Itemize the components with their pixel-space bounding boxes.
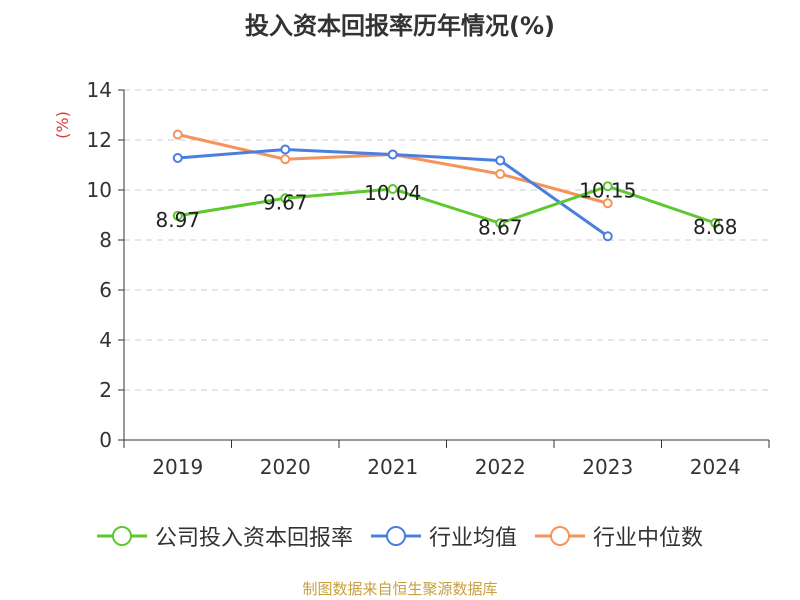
data-point xyxy=(495,155,506,166)
data-label: 8.67 xyxy=(478,215,523,239)
chart-title: 投入资本回报率历年情况(%) xyxy=(245,12,555,40)
x-tick-label: 2023 xyxy=(582,455,633,479)
x-tick-label: 2022 xyxy=(475,455,526,479)
y-tick-label: 2 xyxy=(99,378,112,402)
data-label: 10.04 xyxy=(364,181,421,205)
x-tick-label: 2021 xyxy=(367,455,418,479)
data-point xyxy=(172,210,183,221)
source-note: 制图数据来自恒生聚源数据库 xyxy=(302,580,498,598)
legend-swatch-icon xyxy=(535,526,585,546)
data-label: 8.68 xyxy=(693,215,738,239)
data-point xyxy=(172,129,183,140)
data-point xyxy=(602,231,613,242)
data-point xyxy=(280,144,291,155)
data-point xyxy=(495,169,506,179)
legend-label: 行业均值 xyxy=(428,526,517,551)
x-tick-label: 2020 xyxy=(260,455,311,479)
data-point xyxy=(495,218,506,229)
data-point xyxy=(172,153,183,163)
y-tick-label: 10 xyxy=(87,178,112,202)
legend-swatch-icon xyxy=(370,526,421,546)
data-point xyxy=(387,184,398,194)
data-point xyxy=(280,154,291,165)
y-axis-label: (%) xyxy=(53,111,72,139)
data-label: 10.15 xyxy=(579,178,636,202)
legend-item: 公司投入资本回报率 xyxy=(96,520,353,552)
data-point xyxy=(602,181,613,192)
series-line xyxy=(177,184,716,225)
data-point xyxy=(710,218,721,228)
y-tick-label: 14 xyxy=(87,78,112,102)
x-tick-label: 2019 xyxy=(152,455,203,479)
legend-item: 行业中位数 xyxy=(535,520,703,552)
x-tick-label: 2024 xyxy=(690,455,741,479)
y-tick-label: 4 xyxy=(99,328,112,352)
data-point xyxy=(387,149,398,160)
legend-swatch-icon xyxy=(96,526,147,546)
legend-item: 行业均值 xyxy=(370,520,517,552)
data-label: 9.67 xyxy=(263,190,308,214)
y-tick-label: 8 xyxy=(99,228,112,252)
legend: 公司投入资本回报率 行业均值 行业中位数 xyxy=(0,518,800,554)
legend-label: 公司投入资本回报率 xyxy=(154,526,353,551)
y-tick-label: 6 xyxy=(99,278,112,302)
data-point xyxy=(602,198,613,209)
y-tick-label: 12 xyxy=(87,128,112,152)
data-point xyxy=(280,193,291,204)
data-label: 8.97 xyxy=(155,208,200,232)
y-tick-label: 0 xyxy=(99,428,112,452)
legend-label: 行业中位数 xyxy=(593,526,704,551)
